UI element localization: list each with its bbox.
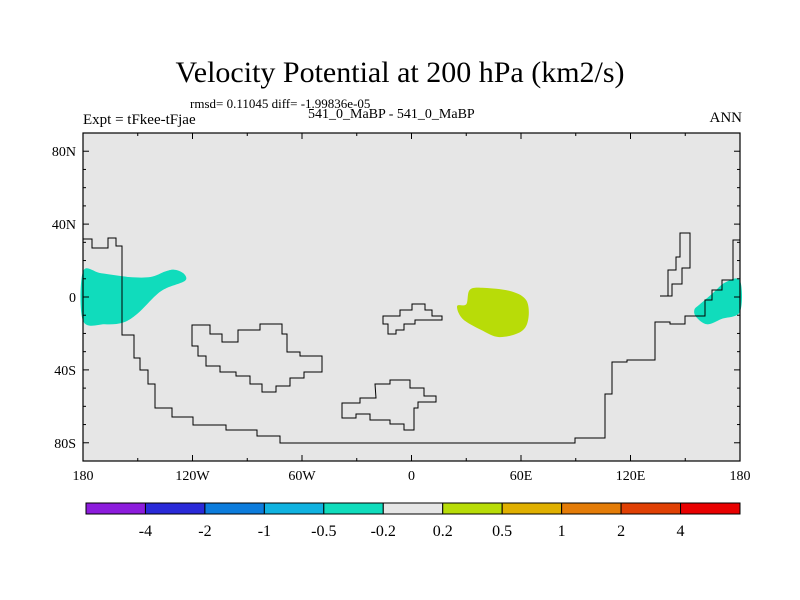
y-tick-label: 80N: [52, 145, 76, 160]
colorbar-bin: [620, 502, 682, 515]
colorbar-bin: [204, 502, 265, 515]
chart-title: Velocity Potential at 200 hPa (km2/s): [175, 56, 625, 89]
colorbar-label: -0.2: [371, 523, 396, 540]
colorbar-bin: [680, 502, 741, 515]
x-tick-label: 0: [408, 469, 415, 484]
colorbar-bin: [144, 502, 206, 515]
anomaly-region-2: [694, 278, 743, 325]
coastline-segment-2: [660, 232, 691, 297]
colorbar-label: 4: [677, 523, 685, 540]
y-tick-label: 80S: [54, 437, 76, 452]
anomaly-region-3: [456, 287, 529, 338]
colorbar-label: 2: [617, 523, 625, 540]
colorbar-bin: [442, 502, 503, 515]
coastline: [82, 232, 740, 444]
coastline-segment-1: [82, 234, 740, 444]
colorbar-label: 0.2: [433, 523, 453, 540]
colorbar: -4 -2 -1 -0.5 -0.2 0.2 0.5 1 2 4: [85, 502, 741, 540]
anomaly-region-1: [80, 268, 187, 326]
colorbar-bin: [561, 502, 622, 515]
experiment-label: Expt = tFkee-tFjae: [83, 112, 196, 128]
colorbar-label: 1: [558, 523, 566, 540]
x-tick-label: 60E: [510, 469, 533, 484]
colorbar-label: -1: [258, 523, 271, 540]
colorbar-label: 0.5: [492, 523, 512, 540]
colorbar-bin: [382, 502, 444, 515]
colorbar-label: -4: [139, 523, 152, 540]
season-label: ANN: [709, 110, 743, 126]
y-tick-label: 40S: [54, 364, 76, 379]
plot-background: [83, 133, 740, 461]
x-tick-label: 180: [73, 469, 94, 484]
colorbar-bin: [263, 502, 325, 515]
x-tick-label: 120W: [175, 469, 210, 484]
colorbar-bin: [323, 502, 384, 515]
colorbar-bin: [85, 502, 146, 515]
anomaly-regions: [80, 268, 743, 338]
cases-label: 541_0_MaBP - 541_0_MaBP: [308, 107, 475, 122]
colorbar-label: -0.5: [311, 523, 336, 540]
colorbar-label: -2: [198, 523, 211, 540]
axis-ticks: 180 120W 60W 0 60E 120E 180 80N 40N 0 40S 80S: [52, 132, 751, 484]
y-tick-label: 0: [69, 291, 76, 306]
x-tick-label: 120E: [616, 469, 646, 484]
coastline-segment-5: [341, 379, 437, 431]
stats-label: rmsd= 0.11045 diff= -1.99836e-05: [190, 96, 371, 111]
x-tick-label: 60W: [288, 469, 316, 484]
coastline-segment-4: [382, 303, 443, 335]
y-tick-label: 40N: [52, 218, 76, 233]
x-tick-label: 180: [730, 469, 751, 484]
colorbar-bin: [501, 502, 563, 515]
coastline-segment-3: [191, 323, 323, 393]
